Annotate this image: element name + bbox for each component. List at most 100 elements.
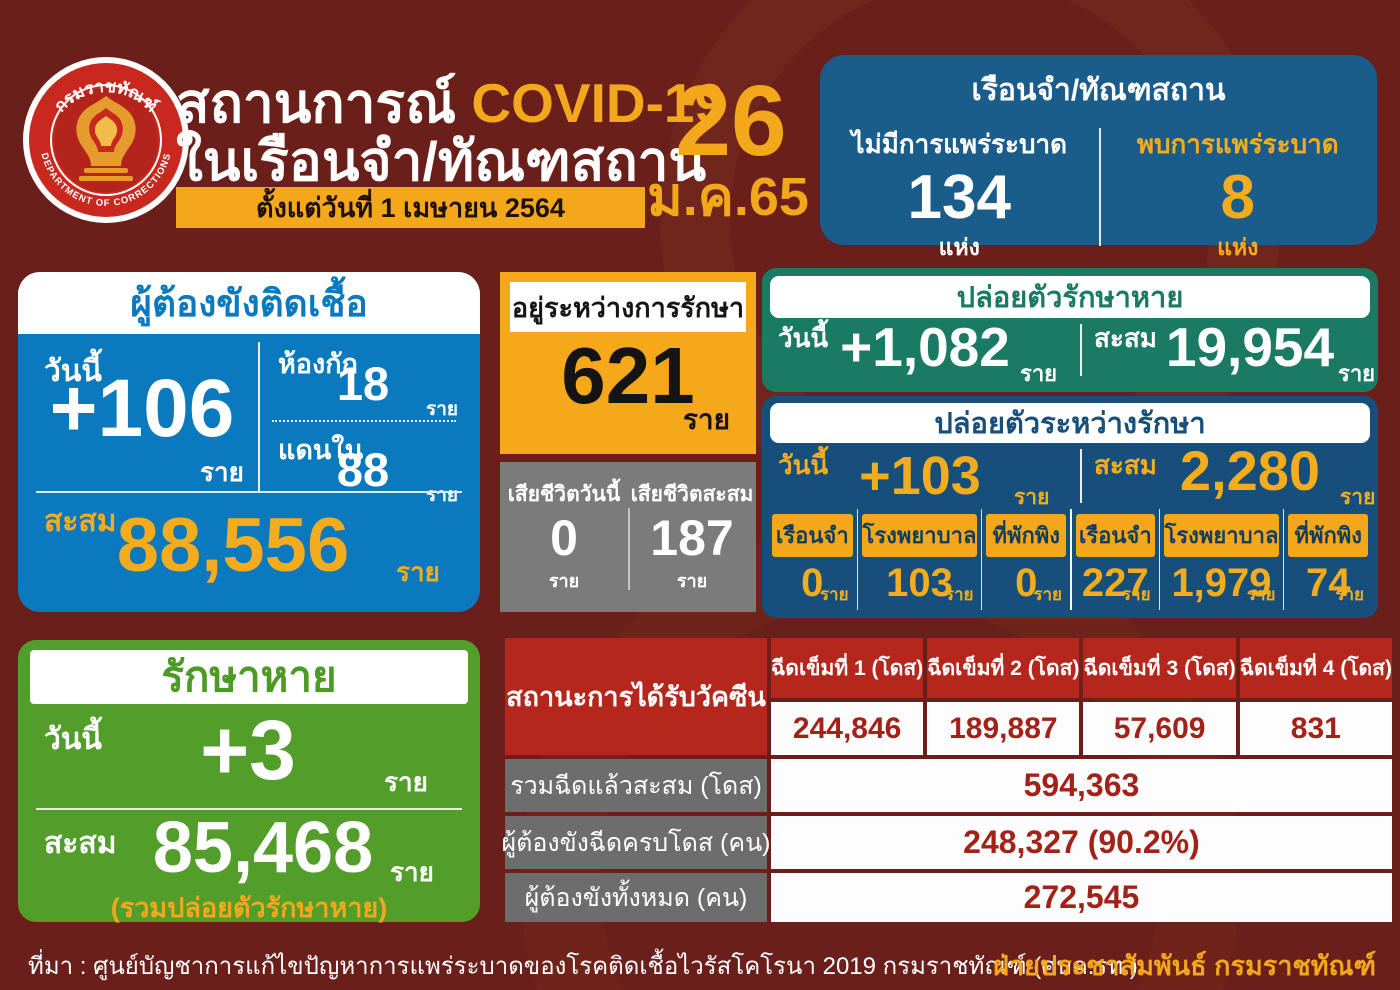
recovered-cumulative-value: 85,468 (152, 808, 374, 888)
spread-label: พบการแพร่ระบาด (1136, 129, 1339, 159)
recovered-today-unit: ราย (384, 767, 428, 797)
dose2-value: 189,887 (927, 702, 1080, 755)
location-chip: เรือนจำ (772, 514, 853, 557)
recovered-cumulative-label: สะสม (44, 827, 117, 860)
dose4-value: 831 (1239, 702, 1392, 755)
location-unit: ราย (819, 585, 849, 604)
location-cell: โรงพยาบาล 1,979 ราย (1158, 509, 1284, 610)
location-unit: ราย (1121, 585, 1151, 604)
location-unit: ราย (1335, 585, 1364, 604)
location-cell: ที่พักพิง 74 ราย (1283, 509, 1372, 610)
divider (1098, 128, 1101, 246)
infected-today-label: วันนี้ (44, 355, 102, 388)
location-chip: ที่พักพิง (1288, 514, 1368, 557)
infected-cumulative-unit: ราย (396, 557, 440, 587)
location-unit: ราย (944, 585, 974, 604)
dotted-divider (272, 420, 456, 422)
deaths-cumulative-label: เสียชีวิตสะสม (630, 483, 754, 506)
dose1-header: ฉีดเข็มที่ 1 (โดส) (771, 638, 924, 698)
recovered-cumulative-unit: ราย (390, 857, 434, 887)
logo-emblem (76, 96, 136, 181)
under-treatment-panel: อยู่ระหว่างการรักษา 621 ราย (500, 272, 756, 454)
recovered-panel: รักษาหาย วันนี้ +3 ราย สะสม 85,468 ราย (… (18, 640, 480, 923)
prisons-status-panel: เรือนจำ/ทัณฑสถาน ไม่มีการแพร่ระบาด 134 แ… (820, 55, 1377, 260)
dose3-header: ฉีดเข็มที่ 3 (โดส) (1083, 638, 1236, 698)
released-recovered-today-value: +1,082 (840, 316, 1010, 378)
credit-text: ฝ่ายประชาสัมพันธ์ กรมราชทัณฑ์ (993, 951, 1376, 981)
released-recovered-panel: ปล่อยตัวรักษาหาย วันนี้ +1,082 ราย สะสม … (762, 268, 1378, 392)
released-during-today-label: วันนี้ (778, 450, 829, 480)
dose1-value: 244,846 (771, 702, 924, 755)
no-spread-value: 134 (907, 163, 1011, 232)
fully-vaccinated-value: 248,327 (90.2%) (771, 816, 1392, 869)
released-recovered-cumulative-value: 19,954 (1165, 316, 1335, 378)
deaths-cumulative-unit: ราย (676, 571, 708, 591)
location-value: 0 (1015, 561, 1038, 605)
location-value: 1,979 (1171, 561, 1272, 605)
total-doses-value: 594,363 (771, 759, 1392, 812)
dose2-header: ฉีดเข็มที่ 2 (โดส) (927, 638, 1080, 698)
page-title: สถานการณ์ COVID-19 ในเรือนจำ/ทัณฑสถาน (176, 74, 725, 191)
title-line2: ในเรือนจำ/ทัณฑสถาน (176, 130, 707, 193)
no-spread-label: ไม่มีการแพร่ระบาด (851, 129, 1067, 159)
quarantine-room-value: 18 (336, 357, 390, 410)
released-during-cumulative-value: 2,280 (1179, 439, 1321, 502)
spread-unit: แห่ง (1217, 234, 1259, 261)
infected-today-unit: ราย (200, 457, 244, 487)
inner-zone-value: 88 (336, 443, 390, 496)
deaths-panel: เสียชีวิตวันนี้ 0 ราย เสียชีวิตสะสม 187 … (500, 462, 756, 612)
location-cell: โรงพยาบาล 103 ราย (856, 509, 982, 610)
released-during-title: ปล่อยตัวระหว่างรักษา (770, 403, 1370, 443)
location-chip: เรือนจำ (1076, 514, 1155, 557)
recovered-today-label: วันนี้ (44, 723, 102, 756)
location-value: 0 (801, 561, 824, 605)
infected-cumulative-value: 88,556 (116, 503, 350, 588)
released-during-today-value: +103 (859, 446, 981, 506)
deaths-today-unit: ราย (548, 571, 580, 591)
divider (36, 808, 462, 810)
under-treatment-title: อยู่ระหว่างการรักษา (510, 282, 746, 332)
report-day: 26 (675, 65, 787, 177)
since-date-banner: ตั้งแต่วันที่ 1 เมษายน 2564 (176, 187, 645, 228)
released-during-cumulative-unit: ราย (1340, 486, 1376, 509)
divider (1080, 449, 1082, 503)
total-doses-label: รวมฉีดแล้วสะสม (โดส) (505, 759, 767, 812)
released-recovered-cumulative-label: สะสม (1094, 323, 1157, 353)
fully-vaccinated-label: ผู้ต้องขังฉีดครบโดส (คน) (501, 816, 771, 869)
location-unit: ราย (1033, 585, 1062, 604)
title-situation: สถานการณ์ (176, 72, 457, 134)
released-during-today-unit: ราย (1014, 486, 1050, 509)
dose3-value: 57,609 (1083, 702, 1236, 755)
infected-panel-title: ผู้ต้องขังติดเชื้อ (18, 272, 480, 334)
infected-today-value: +106 (49, 363, 235, 454)
title-covid19: COVID-19 (471, 72, 726, 134)
dose4-header: ฉีดเข็มที่ 4 (โดส) (1239, 638, 1392, 698)
divider (258, 342, 260, 492)
spread-value: 8 (1220, 163, 1255, 232)
released-during-cumulative-label: สะสม (1094, 450, 1157, 480)
total-inmates-label: ผู้ต้องขังทั้งหมด (คน) (505, 873, 767, 922)
released-during-treatment-panel: ปล่อยตัวระหว่างรักษา วันนี้ +103 ราย สะส… (762, 396, 1378, 618)
location-value: 74 (1305, 561, 1351, 605)
inner-zone-unit: ราย (426, 485, 459, 506)
deaths-today-value: 0 (550, 510, 578, 566)
deaths-today-label: เสียชีวิตวันนี้ (507, 483, 621, 506)
infected-cumulative-label: สะสม (44, 505, 117, 538)
released-recovered-title: ปล่อยตัวรักษาหาย (770, 276, 1370, 318)
inner-zone-label: แดนใน (278, 435, 364, 465)
prisons-panel-title: เรือนจำ/ทัณฑสถาน (971, 74, 1226, 107)
divider (628, 508, 630, 590)
divider (36, 491, 462, 493)
location-chip: โรงพยาบาล (1163, 514, 1280, 557)
quarantine-room-label: ห้องกัก (278, 349, 358, 379)
deaths-cumulative-value: 187 (650, 510, 734, 566)
location-value: 227 (1081, 561, 1149, 605)
vaccine-main-label: สถานะการได้รับวัคซีน (505, 638, 767, 755)
divider (1080, 324, 1082, 376)
location-chip: โรงพยาบาล (861, 514, 978, 557)
recovered-note: (รวมปล่อยตัวรักษาหาย) (110, 893, 388, 923)
location-chip: ที่พักพิง (986, 514, 1066, 557)
report-month-year: ม.ค.65 (647, 167, 809, 227)
quarantine-room-unit: ราย (426, 399, 459, 420)
location-value: 103 (886, 561, 953, 605)
